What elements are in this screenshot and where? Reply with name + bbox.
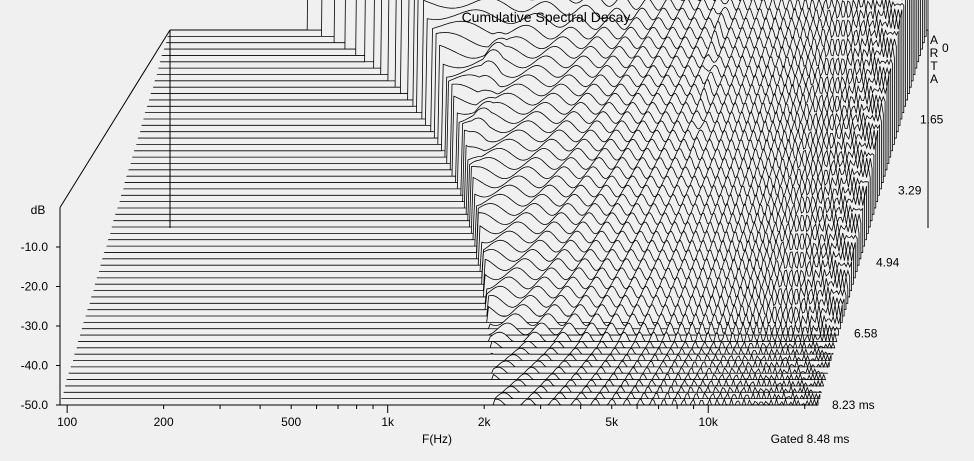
time-tick-label: 0 [942,41,949,55]
decay-slice [74,346,834,356]
x-tick-label: 200 [154,415,174,429]
decay-slice [70,359,830,369]
axes: 100 200 500 1k 2k 5k 10k -10.0 -20.0 -30.0 -40.0 -5… [21,41,949,429]
x-tick-label: 100 [57,415,77,429]
decay-slices [60,0,929,407]
x-tick-label: 10k [699,415,719,429]
decay-slice [79,321,839,337]
gate-footer: Gated 8.48 ms [771,432,850,446]
x-axis-label: F(Hz) [422,432,452,446]
time-tick-label: 1.65 [920,113,944,127]
brand-letter: R [930,46,939,60]
decay-slice [85,293,845,317]
chart-title: Cumulative Spectral Decay [462,9,631,25]
time-tick-label: 3.29 [898,184,922,198]
decay-slice [82,303,843,323]
y-tick-label: -20.0 [21,280,49,294]
decay-slice [65,378,825,388]
time-tick-label: 8.23 ms [832,398,875,412]
y-tick-label: -30.0 [21,319,49,333]
decay-slice [77,330,838,343]
x-tick-label: 2k [478,415,492,429]
decay-slice [61,391,821,400]
y-tick-label: -50.0 [21,398,49,412]
brand-letter: A [930,33,938,47]
decay-slice [60,397,819,407]
decay-slice [63,385,822,394]
brand-letter: A [930,72,938,86]
x-tick-label: 1k [381,415,395,429]
decay-slice [68,366,829,375]
y-axis-label: dB [31,203,46,217]
x-tick-label: 5k [605,415,619,429]
decay-slice [76,339,836,350]
time-tick-label: 4.94 [876,255,900,269]
y-tick-label: -10.0 [21,240,49,254]
time-tick-label: 6.58 [854,326,878,340]
decay-slice [65,372,827,381]
decay-slice [81,312,841,330]
decay-slice [72,353,832,362]
y-tick-label: -40.0 [21,359,49,373]
x-tick-label: 500 [281,415,301,429]
brand-letter: T [930,59,938,73]
